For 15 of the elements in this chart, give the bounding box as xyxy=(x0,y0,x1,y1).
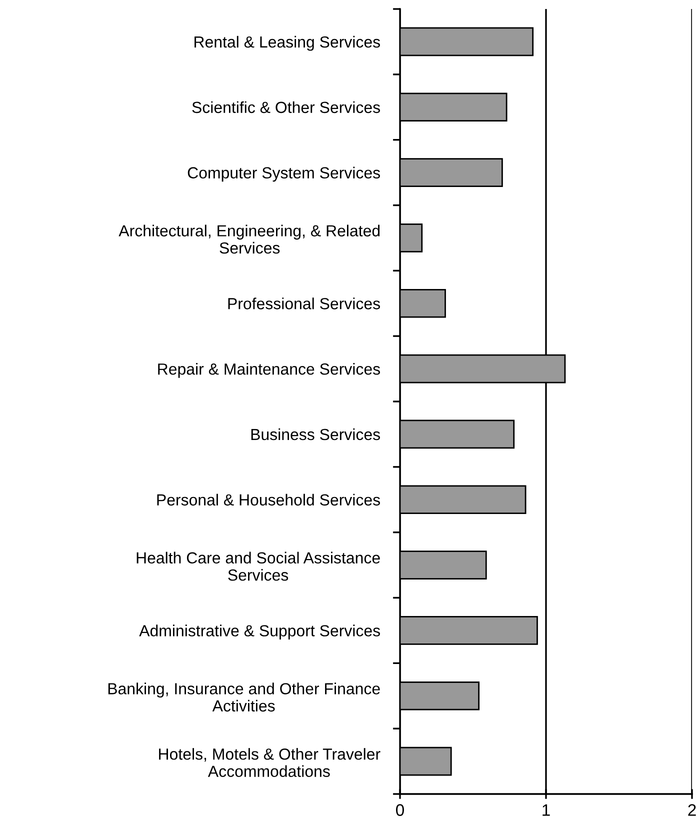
y-tick-label: Health Care and Social Assistance Services xyxy=(136,552,380,581)
y-tick-label: Banking, Insurance and Other Finance Activities xyxy=(108,682,380,712)
y-tick-label: Repair & Maintenance Services xyxy=(158,363,380,378)
y-tick-label: Architectural, Engineering, & Related Services xyxy=(118,224,380,254)
x-tick-label: 1 xyxy=(542,804,550,816)
y-tick-label: Personal & Household Services xyxy=(157,494,380,506)
y-tick-label: Computer System Services xyxy=(188,166,380,182)
y-tick-label: Professional Services xyxy=(228,298,380,310)
y-tick-label: Rental & Leasing Services xyxy=(194,36,380,51)
y-tick-label: Scientific & Other Services xyxy=(192,101,380,114)
x-tick-label: 0 xyxy=(396,804,404,816)
y-tick-label: Hotels, Motels & Other Traveler Accommodations xyxy=(159,748,380,777)
x-tick-label: 2 xyxy=(688,804,696,816)
y-tick-label: Business Services xyxy=(251,428,380,440)
y-tick-label: Administrative & Support Services xyxy=(139,624,380,640)
